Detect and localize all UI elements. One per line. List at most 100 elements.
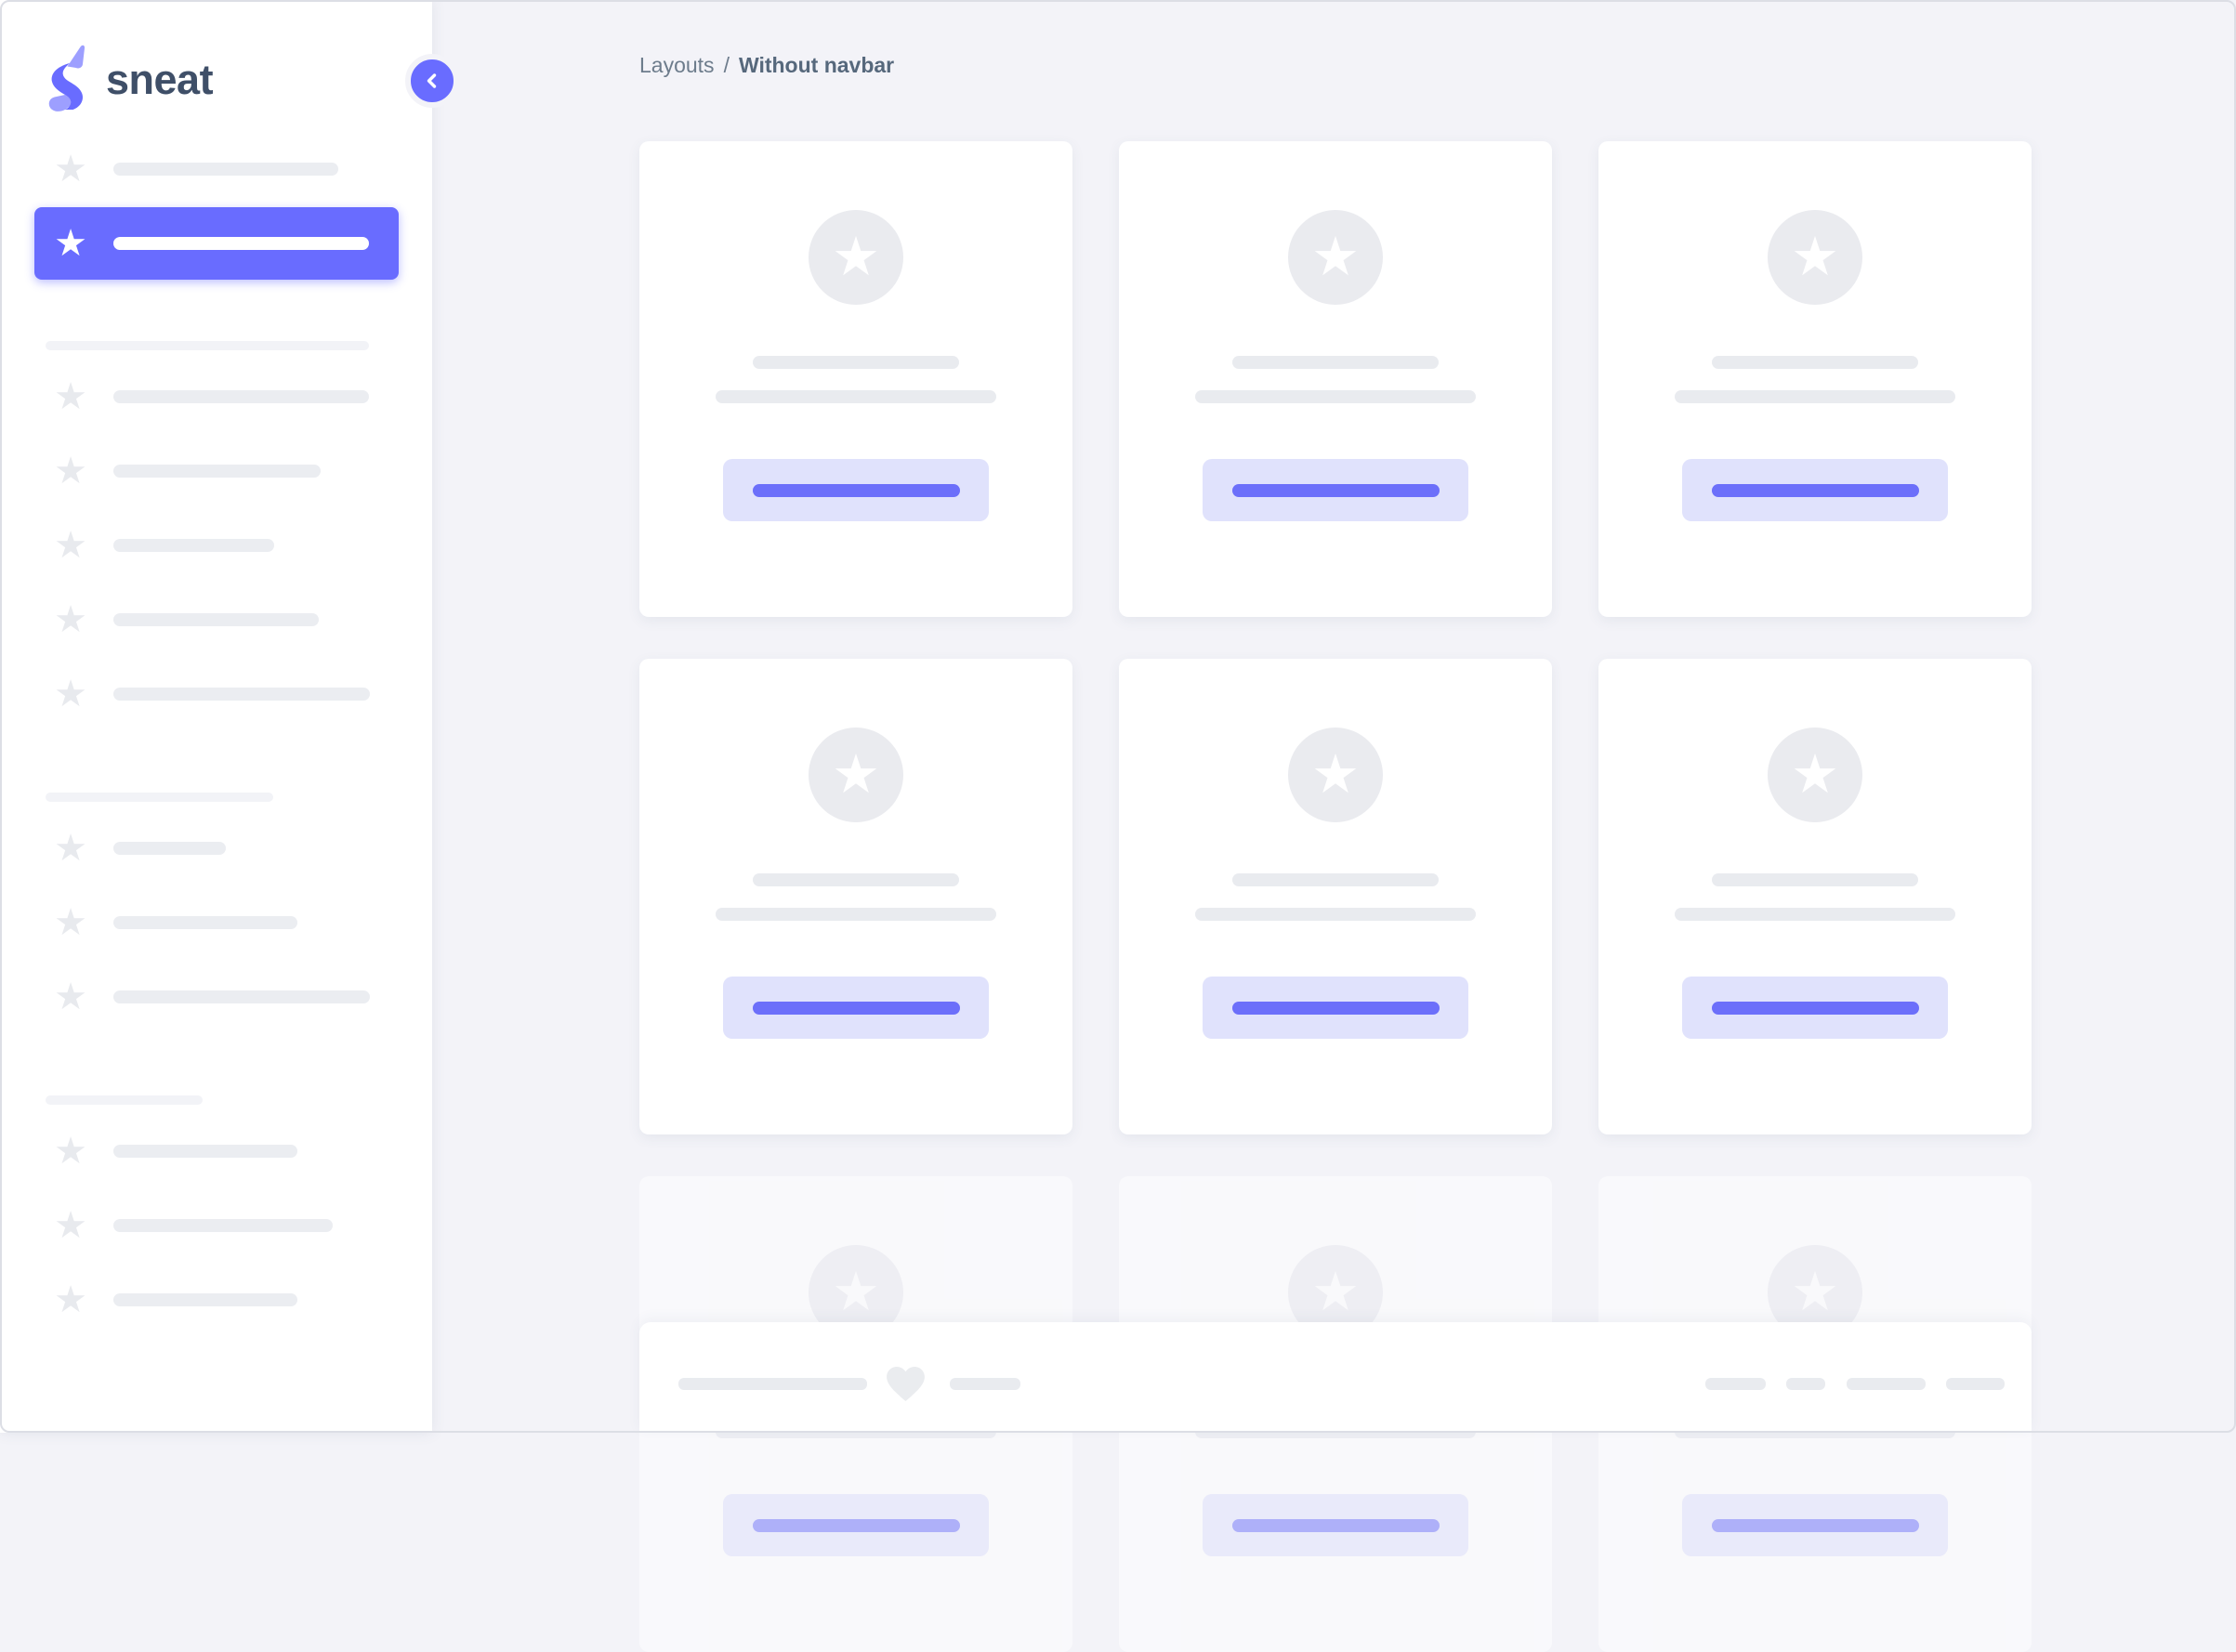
menu-label-placeholder [113,990,370,1003]
menu-label-placeholder [113,688,370,701]
placeholder-card: ★ [1119,141,1552,617]
sidebar-item[interactable]: ★ [0,1114,432,1188]
menu-label-placeholder [113,163,338,176]
sidebar: sneat ★ ★ ★ ★ ★ ★ ★ ★ ★ ★ ★ ★ ★ [0,0,459,1433]
card-action-button[interactable] [1682,459,1948,521]
placeholder-card: ★ [639,659,1072,1134]
menu-label-placeholder [113,390,369,403]
star-icon: ★ [54,977,87,1017]
breadcrumb-link[interactable]: Layouts [639,53,715,77]
text-placeholder-line [1195,908,1476,921]
star-icon: ★ [1311,227,1360,287]
menu-label-placeholder [113,842,226,855]
text-placeholder-line [753,356,959,369]
sidebar-item[interactable]: ★ [0,1188,432,1263]
avatar: ★ [809,210,903,305]
placeholder-card: ★ [1598,659,2032,1134]
avatar: ★ [1288,210,1383,305]
sidebar-item[interactable]: ★ [0,1263,432,1337]
menu-label-placeholder [113,1219,333,1232]
sidebar-item[interactable]: ★ [0,960,432,1034]
avatar: ★ [1768,728,1862,822]
star-icon: ★ [54,902,87,943]
star-icon: ★ [54,1131,87,1172]
star-icon: ★ [54,451,87,492]
star-icon: ★ [832,1262,880,1322]
menu-label-placeholder [113,539,274,552]
text-placeholder-line [1786,1378,1825,1390]
brand-logo-icon [45,43,85,118]
text-placeholder-line [1195,390,1476,403]
menu-label-placeholder [113,465,321,478]
sidebar-collapse-button[interactable] [405,54,459,108]
text-placeholder-line [1675,908,1955,921]
sidebar-item[interactable]: ★ [0,508,432,583]
sidebar-item[interactable]: ★ [0,132,432,206]
sidebar-item[interactable]: ★ [0,583,432,657]
bottom-bar [639,1322,2032,1433]
sidebar-item-active[interactable]: ★ [34,207,399,280]
card-action-button[interactable] [723,459,989,521]
star-icon: ★ [1791,227,1839,287]
star-icon: ★ [1311,744,1360,805]
sidebar-item[interactable]: ★ [0,434,432,508]
heart-icon [887,1367,925,1401]
breadcrumb: Layouts / Without navbar [639,53,894,78]
star-icon: ★ [832,744,880,805]
chevron-left-icon [423,72,441,90]
button-label-placeholder [752,1001,960,1015]
button-label-placeholder [1711,483,1919,497]
sidebar-item[interactable]: ★ [0,811,432,885]
star-icon: ★ [54,674,87,715]
text-placeholder-line [1232,873,1439,886]
sidebar-item[interactable]: ★ [0,657,432,731]
brand[interactable]: sneat [45,43,214,118]
star-icon: ★ [1791,1262,1839,1322]
menu-section-divider [46,793,273,802]
card-action-button[interactable] [1203,459,1468,521]
text-placeholder-line [753,873,959,886]
button-label-placeholder [1711,1518,1919,1532]
text-placeholder-line [716,390,996,403]
text-placeholder-line [1675,390,1955,403]
placeholder-card: ★ [1119,659,1552,1134]
breadcrumb-separator: / [723,53,730,77]
star-icon: ★ [54,828,87,869]
text-placeholder-line [678,1378,867,1390]
sidebar-item[interactable]: ★ [0,885,432,960]
placeholder-card: ★ [639,141,1072,617]
menu-label-placeholder [113,1293,297,1306]
menu-label-placeholder [113,1145,297,1158]
card-action-button[interactable] [1682,1494,1948,1556]
star-icon: ★ [54,599,87,640]
star-icon: ★ [54,525,87,566]
sidebar-item[interactable]: ★ [0,360,432,434]
text-placeholder-line [1847,1378,1926,1390]
star-icon: ★ [832,227,880,287]
card-action-button[interactable] [1203,977,1468,1039]
sidebar-menu: ★ ★ ★ ★ ★ ★ ★ ★ ★ ★ ★ ★ ★ [0,132,432,1337]
text-placeholder-line [1712,356,1918,369]
avatar: ★ [1288,728,1383,822]
card-action-button[interactable] [723,1494,989,1556]
brand-name: sneat [106,56,214,103]
button-label-placeholder [1231,1001,1440,1015]
star-icon: ★ [1791,744,1839,805]
menu-label-placeholder [113,613,319,626]
star-icon: ★ [54,149,87,190]
star-icon: ★ [54,1205,87,1246]
card-action-button[interactable] [723,977,989,1039]
avatar: ★ [1768,210,1862,305]
placeholder-card: ★ [1598,141,2032,617]
menu-label-placeholder [113,237,369,250]
card-action-button[interactable] [1203,1494,1468,1556]
menu-label-placeholder [113,916,297,929]
button-label-placeholder [1231,1518,1440,1532]
button-label-placeholder [752,483,960,497]
card-action-button[interactable] [1682,977,1948,1039]
text-placeholder-line [950,1378,1020,1390]
star-icon: ★ [54,376,87,417]
text-placeholder-line [716,908,996,921]
text-placeholder-line [1705,1378,1766,1390]
text-placeholder-line [1946,1378,2005,1390]
